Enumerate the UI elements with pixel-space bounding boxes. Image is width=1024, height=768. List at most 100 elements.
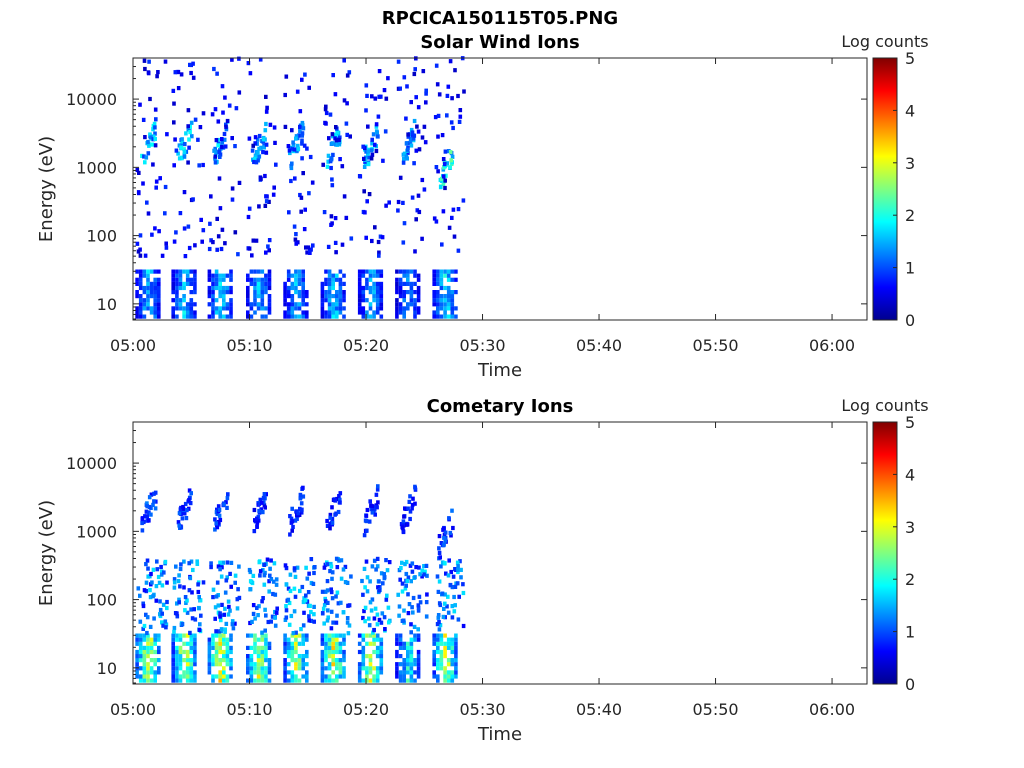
spectrogram-cell: [368, 600, 373, 605]
y-tick-label: 10000: [66, 90, 117, 109]
spectrogram-cell: [222, 649, 226, 655]
spectrogram-cell: [257, 501, 262, 507]
spectrogram-cell: [361, 662, 366, 667]
spectrogram-cell: [424, 563, 429, 568]
y-tick-label: 10000: [66, 454, 117, 473]
spectrogram-cell: [324, 277, 328, 282]
colorbar-tick-label: 1: [905, 259, 915, 278]
spectrogram-cell: [138, 306, 143, 311]
spectrogram-cell: [214, 310, 219, 315]
spectrogram-cell: [223, 241, 227, 246]
spectrogram-cell: [275, 606, 279, 611]
spectrogram-cell: [342, 281, 346, 286]
spectrogram-cell: [172, 120, 176, 125]
spectrogram-cell: [413, 486, 417, 491]
spectrogram-cell: [347, 623, 352, 628]
spectrogram-cell: [218, 152, 223, 157]
spectrogram-cell: [412, 624, 417, 629]
spectrogram-cell: [135, 269, 139, 274]
spectrogram-cell: [256, 150, 260, 155]
spectrogram-cell: [416, 105, 421, 110]
spectrogram-cell: [413, 273, 417, 278]
spectrogram-cell: [330, 183, 335, 188]
spectrogram-cell: [216, 603, 221, 608]
spectrogram-cell: [225, 290, 230, 295]
spectrogram-cell: [153, 314, 157, 319]
spectrogram-cell: [211, 595, 215, 600]
spectrogram-cell: [177, 573, 181, 578]
spectrogram-cell: [450, 277, 455, 282]
spectrogram-cell: [446, 678, 451, 683]
spectrogram-cell: [416, 605, 421, 610]
spectrogram-cell: [189, 607, 193, 612]
spectrogram-cell: [299, 627, 303, 632]
spectrogram-cell: [142, 302, 147, 307]
spectrogram-cell: [211, 674, 215, 679]
spectrogram-cell: [294, 136, 298, 141]
spectrogram-cell: [252, 507, 257, 513]
spectrogram-cell: [211, 654, 215, 659]
spectrogram-cell: [320, 306, 325, 311]
spectrogram-cell: [376, 585, 380, 590]
spectrogram-cell: [138, 281, 143, 286]
spectrogram-cell: [436, 269, 440, 274]
spectrogram-cell: [267, 678, 272, 683]
spectrogram-cell: [185, 508, 189, 513]
spectrogram-cell: [372, 273, 376, 278]
spectrogram-cell: [398, 281, 403, 286]
spectrogram-cell: [342, 58, 346, 63]
spectrogram-cell: [402, 662, 406, 667]
spectrogram-cell: [207, 302, 212, 307]
spectrogram-cell: [187, 137, 191, 142]
spectrogram-cell: [294, 281, 298, 286]
spectrogram-cell: [337, 494, 341, 499]
spectrogram-cell: [182, 285, 186, 291]
spectrogram-cell: [178, 302, 183, 307]
spectrogram-cell: [443, 306, 447, 311]
spectrogram-cell: [301, 623, 306, 628]
spectrogram-cell: [409, 662, 414, 667]
spectrogram-cell: [171, 290, 175, 295]
spectrogram-cell: [264, 199, 269, 204]
spectrogram-cell: [165, 599, 169, 605]
spectrogram-cell: [138, 269, 143, 274]
spectrogram-cell: [440, 133, 445, 138]
spectrogram-cell: [146, 641, 150, 646]
spectrogram-cell: [135, 167, 140, 173]
spectrogram-cell: [294, 302, 298, 307]
spectrogram-cell: [298, 129, 302, 134]
spectrogram-cell: [402, 608, 406, 613]
spectrogram-cell: [222, 678, 226, 683]
spectrogram-cell: [257, 133, 262, 139]
spectrogram-cell: [249, 314, 254, 319]
spectrogram-cell: [218, 290, 222, 295]
spectrogram-cell: [375, 298, 380, 303]
spectrogram-cell: [443, 294, 447, 299]
spectrogram-cell: [283, 633, 287, 638]
spectrogram-cell: [218, 614, 222, 619]
spectrogram-cell: [250, 148, 255, 153]
spectrogram-cell: [214, 633, 219, 638]
spectrogram-cell: [175, 670, 179, 675]
spectrogram-cell: [305, 302, 309, 307]
spectrogram-cell: [229, 306, 233, 311]
spectrogram-cell: [373, 225, 377, 230]
spectrogram-cell: [396, 208, 400, 213]
spectrogram-cell: [436, 273, 440, 278]
spectrogram-cell: [222, 637, 226, 642]
spectrogram-cell: [145, 558, 150, 563]
y-tick-label: 10: [97, 295, 117, 314]
spectrogram-cell: [411, 610, 415, 615]
spectrogram-cell: [189, 290, 194, 295]
spectrogram-cell: [175, 633, 179, 638]
spectrogram-cell: [311, 243, 315, 248]
spectrogram-cell: [439, 564, 443, 569]
spectrogram-cell: [193, 277, 197, 282]
spectrogram-cell: [193, 285, 197, 291]
spectrogram-cell: [395, 310, 399, 315]
spectrogram-cell: [410, 195, 415, 200]
spectrogram-cell: [250, 253, 254, 258]
spectrogram-cell: [446, 302, 451, 307]
spectrogram-cell: [370, 564, 375, 569]
spectrogram-cell: [193, 243, 197, 248]
